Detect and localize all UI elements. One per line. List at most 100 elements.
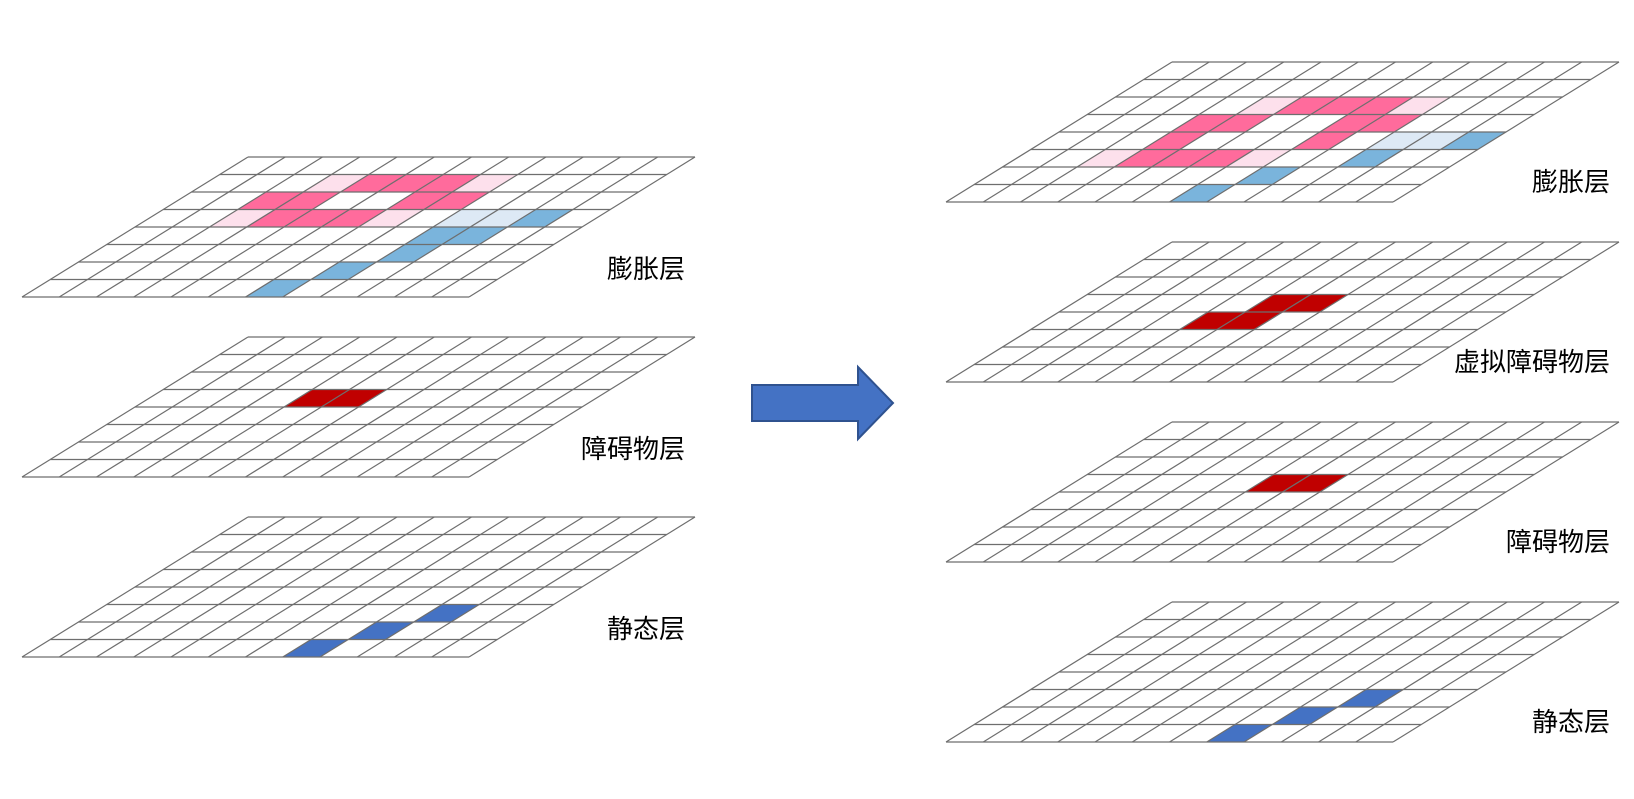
- left-layer-0-cell-inflation-strong: [246, 209, 313, 227]
- right-layer-3-grid-lines: [945, 601, 1620, 743]
- right-layer-1-cell-obstacle: [1217, 312, 1283, 330]
- right-layer-0-grid-col-line: [1020, 61, 1247, 203]
- right-layer-0-cell-inflation-strong: [1114, 149, 1180, 167]
- right-layer-0-cell-inflation-strong: [1151, 149, 1217, 167]
- right-layer-3-grid-col-line: [1020, 601, 1247, 743]
- right-layer-0-cell-inflation-blue: [1440, 132, 1506, 150]
- left-layer-0-grid-col-line: [58, 156, 286, 298]
- right-layer-0-cell-inflation-blue-light: [1366, 132, 1432, 150]
- left-layer-0-grid-col-line: [207, 156, 435, 298]
- right-layer-1-grid-col-line: [1057, 241, 1285, 383]
- left-layer-2-grid-col-line: [319, 516, 547, 658]
- left-layer-1-grid-col-line: [21, 336, 249, 478]
- right-layer-0-grid-col-line: [1355, 61, 1583, 203]
- right-layer-0-cell-inflation-strong: [1273, 97, 1339, 115]
- right-layer-3-grid-col-line: [1243, 601, 1471, 743]
- right-layer-2-grid-col-line: [1318, 421, 1545, 563]
- left-layer-2-filled-cells: [282, 604, 480, 657]
- left-layer-0-grid-col-line: [96, 156, 323, 298]
- left-inflation-layer: 膨胀层: [21, 156, 696, 298]
- right-static-layer-label: 静态层: [1532, 708, 1610, 738]
- left-layer-1-filled-cells: [284, 389, 387, 407]
- left-layer-0-cell-inflation-strong: [284, 209, 350, 227]
- right-layer-1-cell-obstacle: [1179, 312, 1246, 330]
- right-layer-0-cell-inflation-blue: [1235, 167, 1301, 185]
- right-layer-0-cell-inflation-strong: [1170, 114, 1237, 132]
- right-static-layer: 静态层: [945, 601, 1620, 743]
- right-layer-3-grid-col-line: [1280, 601, 1508, 743]
- right-layer-0-cell-inflation-light: [1236, 97, 1302, 115]
- left-obstacle-layer-label: 障碍物层: [581, 435, 685, 465]
- right-layer-0-filled-cells: [1077, 97, 1506, 202]
- right-layer-1-grid-col-line: [1020, 241, 1247, 383]
- left-layer-0-cell-inflation-light: [452, 174, 518, 192]
- left-layer-1-grid-lines: [21, 336, 696, 478]
- left-layer-2-grid-col-line: [245, 516, 472, 658]
- left-layer-0-cell-inflation-strong: [237, 192, 304, 210]
- right-layer-2-grid-col-line: [1206, 421, 1434, 563]
- left-layer-1-grid-col-line: [282, 336, 510, 478]
- left-layer-0-cell-inflation-blue-light: [433, 209, 499, 227]
- right-obstacle-layer: 障碍物层: [945, 421, 1620, 563]
- left-layer-0-cell-inflation-strong: [321, 209, 387, 227]
- right-layer-1-cell-obstacle: [1282, 294, 1348, 312]
- right-inflation-layer: 膨胀层: [945, 61, 1620, 203]
- left-layer-2-grid-col-line: [468, 516, 696, 658]
- right-layer-1-grid-col-line: [982, 241, 1210, 383]
- right-layer-3-grid-col-line: [945, 601, 1173, 743]
- left-layer-2-cell-static: [348, 622, 414, 640]
- right-virtual-obstacle-layer: 虚拟障碍物层: [945, 241, 1620, 383]
- right-layer-2-filled-cells: [1245, 474, 1348, 492]
- right-layer-3-grid-col-line: [1355, 601, 1583, 743]
- right-layer-0-grid-col-line: [1206, 61, 1434, 203]
- left-layer-0-grid-col-line: [170, 156, 398, 298]
- right-layer-0-grid-lines: [945, 61, 1620, 203]
- left-layer-0-grid-col-line: [319, 156, 547, 298]
- left-layer-1-grid-col-line: [245, 336, 472, 478]
- right-layer-0-cell-inflation-blue: [1169, 184, 1235, 202]
- left-layer-0-grid-lines: [21, 156, 696, 298]
- left-layer-1-grid-col-line: [58, 336, 286, 478]
- left-layer-1-grid-col-line: [96, 336, 323, 478]
- left-layer-2-grid-col-line: [21, 516, 249, 658]
- right-layer-3-grid-col-line: [1318, 601, 1545, 743]
- right-layer-3-grid-col-line: [1206, 601, 1434, 743]
- right-layer-1-grid-col-line: [1243, 241, 1471, 383]
- right-layer-2-grid-col-line: [1392, 421, 1620, 563]
- right-layer-0-cell-inflation-blue: [1337, 149, 1404, 167]
- right-layer-0-grid-col-line: [945, 61, 1173, 203]
- left-layer-0-cell-inflation-blue-light: [470, 209, 536, 227]
- right-layer-1-grid-col-line: [1280, 241, 1508, 383]
- right-layer-2-grid-lines: [945, 421, 1620, 563]
- right-layer-1-grid-col-line: [1206, 241, 1434, 383]
- left-layer-0-grid-col-line: [431, 156, 659, 298]
- left-layer-0-cell-inflation-strong: [415, 174, 481, 192]
- right-layer-3-grid-col-line: [1057, 601, 1285, 743]
- left-layer-2-grid-col-line: [282, 516, 510, 658]
- right-layer-0-grid-col-line: [1392, 61, 1620, 203]
- left-layer-0-grid-col-line: [133, 156, 361, 298]
- left-layer-0-cell-inflation-blue: [311, 262, 377, 280]
- right-layer-0-cell-inflation-strong: [1208, 114, 1274, 132]
- right-layer-0-grid-col-line: [1280, 61, 1508, 203]
- right-layer-2-grid-col-line: [1280, 421, 1508, 563]
- right-layer-0-grid-col-line: [1169, 61, 1396, 203]
- left-layer-1-cell-obstacle: [284, 389, 350, 407]
- left-layer-1-grid-col-line: [133, 336, 361, 478]
- left-layer-0-cell-inflation-light: [358, 209, 424, 227]
- right-layer-1-grid-col-line: [945, 241, 1173, 383]
- right-layer-0-grid-col-line: [1057, 61, 1285, 203]
- left-layer-0-cell-inflation-blue: [245, 279, 311, 297]
- right-layer-0-cell-inflation-light: [1077, 149, 1143, 167]
- right-layer-0-cell-inflation-strong: [1357, 114, 1423, 132]
- left-layer-1-grid-col-line: [431, 336, 659, 478]
- right-layer-2-grid-col-line: [982, 421, 1210, 563]
- right-layer-3-grid-col-line: [982, 601, 1210, 743]
- left-layer-0-cell-inflation-blue: [376, 244, 442, 262]
- left-layer-2-grid-col-line: [58, 516, 286, 658]
- right-layer-0-cell-inflation-blue-light: [1403, 132, 1469, 150]
- right-arrow-icon: [751, 364, 895, 442]
- right-layer-1-grid-lines: [945, 241, 1620, 383]
- left-layer-2-grid-col-line: [133, 516, 361, 658]
